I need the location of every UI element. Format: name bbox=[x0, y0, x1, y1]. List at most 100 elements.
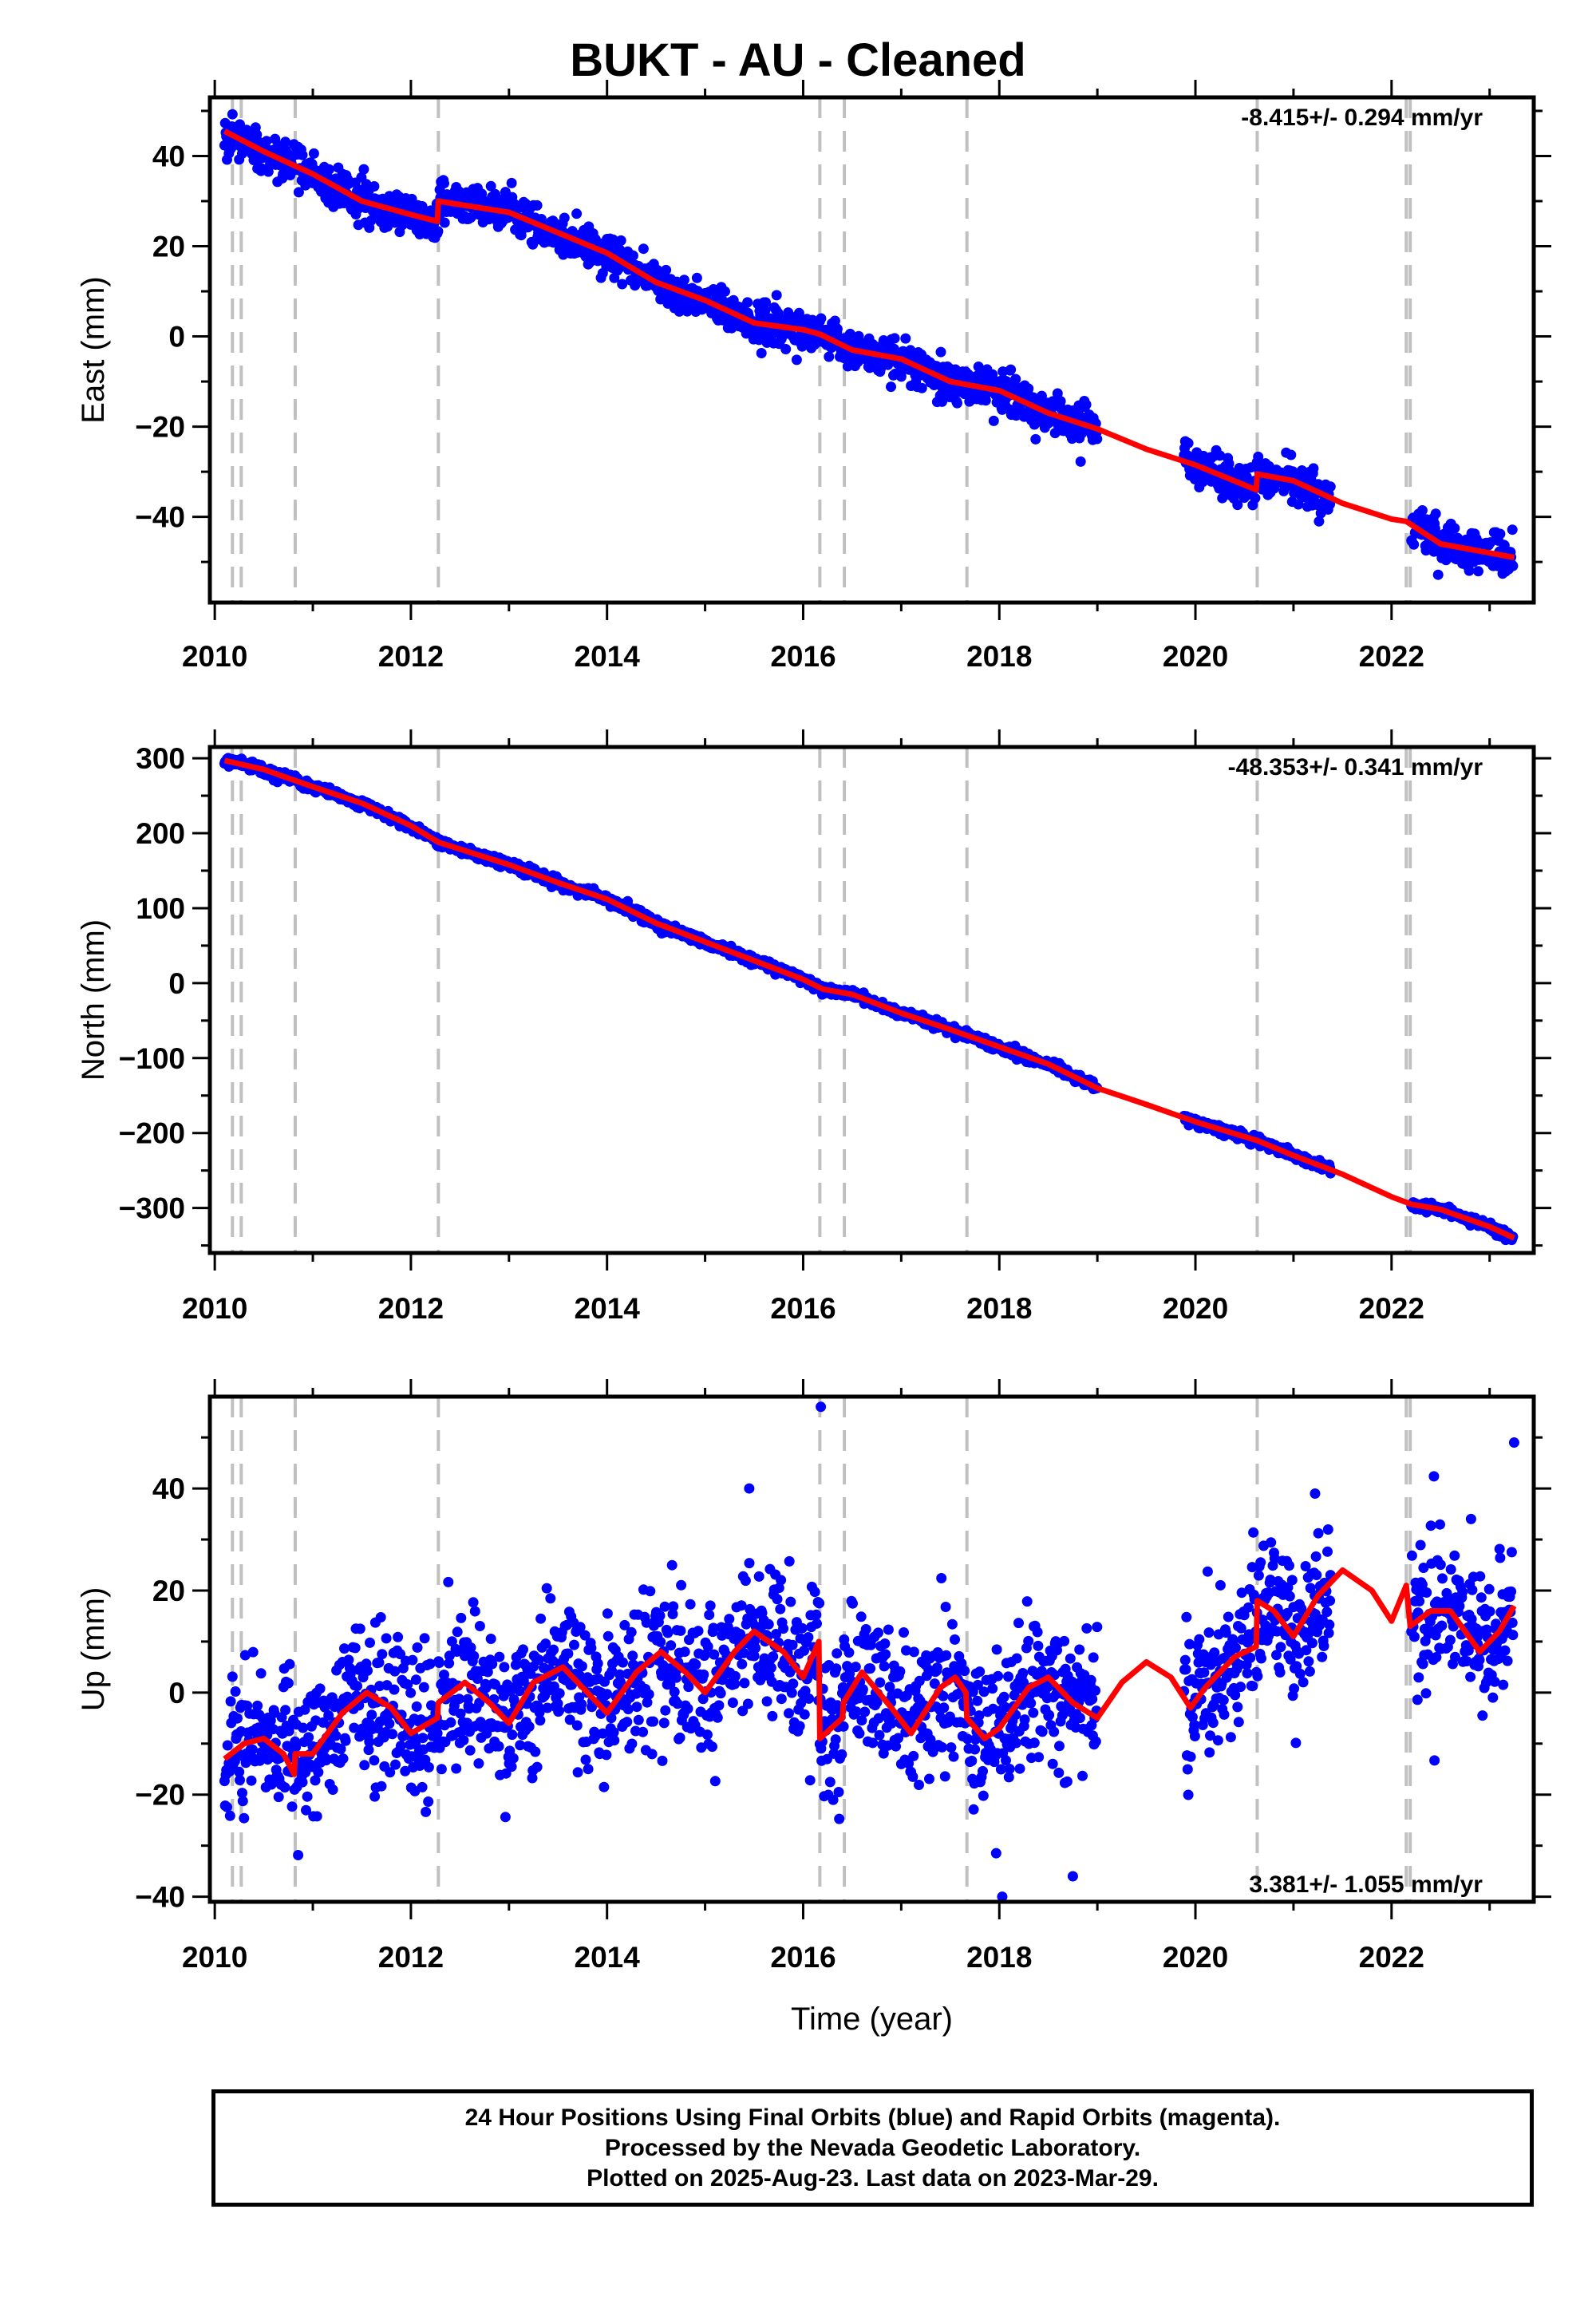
data-point bbox=[988, 415, 999, 426]
data-point bbox=[793, 307, 804, 318]
data-point bbox=[601, 1749, 612, 1761]
data-point bbox=[736, 1600, 747, 1611]
data-point bbox=[772, 1594, 783, 1605]
velocity-label: -8.415+/- 0.294 mm/yr bbox=[1241, 105, 1483, 131]
data-point bbox=[705, 1600, 716, 1611]
data-point bbox=[230, 1686, 241, 1697]
data-point bbox=[709, 1776, 721, 1787]
data-point bbox=[973, 362, 984, 372]
data-point bbox=[433, 226, 444, 237]
data-point bbox=[373, 1657, 385, 1668]
data-point bbox=[227, 1671, 238, 1682]
data-point bbox=[485, 180, 496, 192]
x-tick-label: 2020 bbox=[1163, 640, 1228, 673]
data-point bbox=[608, 1727, 619, 1738]
data-point bbox=[1010, 373, 1021, 385]
x-tick-label: 2014 bbox=[575, 640, 641, 673]
data-point bbox=[327, 1784, 338, 1795]
data-point bbox=[559, 212, 570, 223]
data-point bbox=[742, 297, 753, 308]
data-point bbox=[1232, 500, 1243, 511]
data-point bbox=[761, 1696, 772, 1707]
data-point bbox=[709, 1649, 720, 1660]
data-point bbox=[889, 333, 900, 344]
data-point bbox=[729, 1678, 741, 1690]
data-point bbox=[1308, 463, 1319, 474]
data-point bbox=[739, 1678, 750, 1689]
data-point bbox=[465, 1642, 476, 1653]
data-point bbox=[293, 187, 304, 198]
data-point bbox=[633, 1714, 644, 1725]
data-point bbox=[775, 1603, 786, 1614]
data-point bbox=[617, 279, 628, 290]
data-point bbox=[886, 381, 896, 393]
data-point bbox=[554, 1688, 565, 1699]
data-point bbox=[638, 1726, 649, 1737]
data-point bbox=[645, 1586, 656, 1597]
data-point bbox=[297, 1777, 308, 1788]
data-point bbox=[671, 1672, 681, 1683]
data-point bbox=[618, 1657, 628, 1668]
data-point bbox=[239, 1650, 251, 1661]
data-point bbox=[895, 1666, 906, 1677]
data-point bbox=[266, 1779, 277, 1790]
data-point bbox=[407, 1654, 418, 1666]
y-tick-label: 200 bbox=[136, 817, 185, 850]
data-point bbox=[423, 1796, 434, 1807]
data-point bbox=[776, 1694, 787, 1705]
data-point bbox=[506, 177, 517, 188]
data-point bbox=[622, 1704, 634, 1715]
data-point bbox=[642, 1697, 653, 1708]
data-point bbox=[358, 164, 369, 175]
data-point bbox=[875, 1677, 886, 1688]
data-point bbox=[627, 250, 638, 261]
data-point bbox=[753, 1571, 764, 1582]
data-point bbox=[263, 166, 274, 177]
data-point bbox=[514, 1686, 525, 1697]
data-point bbox=[533, 1654, 544, 1666]
data-point bbox=[375, 1612, 386, 1622]
data-point bbox=[749, 1650, 760, 1662]
x-tick-label: 2012 bbox=[378, 640, 444, 673]
data-point bbox=[796, 1622, 808, 1634]
data-point bbox=[828, 1794, 839, 1805]
data-point bbox=[737, 1658, 748, 1670]
data-point bbox=[247, 1744, 258, 1755]
y-tick-label: 20 bbox=[152, 231, 185, 263]
data-point bbox=[1036, 390, 1047, 401]
data-point bbox=[742, 1698, 753, 1709]
y-tick-label: −100 bbox=[119, 1042, 185, 1075]
plot-frame bbox=[207, 95, 1536, 605]
data-point bbox=[715, 1688, 726, 1699]
data-point bbox=[750, 1642, 761, 1654]
data-point bbox=[377, 1649, 388, 1660]
data-point bbox=[952, 397, 962, 409]
data-point bbox=[362, 1665, 373, 1676]
data-point bbox=[702, 1641, 713, 1652]
data-point bbox=[474, 1621, 485, 1631]
data-point bbox=[1416, 505, 1428, 516]
data-point bbox=[668, 1601, 679, 1612]
data-point bbox=[812, 1618, 822, 1629]
data-point bbox=[485, 1634, 496, 1644]
data-point bbox=[804, 1775, 816, 1786]
data-point bbox=[481, 1728, 492, 1739]
data-point bbox=[393, 1631, 404, 1642]
data-point bbox=[900, 333, 911, 344]
data-point bbox=[879, 1661, 890, 1672]
data-point bbox=[873, 1627, 883, 1638]
data-point bbox=[844, 1668, 855, 1679]
data-point bbox=[500, 1812, 511, 1823]
data-point bbox=[1075, 456, 1086, 467]
y-tick-label: 0 bbox=[168, 967, 185, 1000]
data-point bbox=[785, 1596, 796, 1607]
data-point bbox=[833, 1787, 844, 1797]
y-tick-label: −20 bbox=[135, 411, 185, 444]
data-point bbox=[576, 1698, 587, 1709]
data-point bbox=[727, 1697, 738, 1708]
data-point bbox=[482, 1666, 493, 1678]
data-point bbox=[735, 1629, 745, 1639]
north-panel: 2010 2012 2014 2016 2018 2020 2022−300−200−100… bbox=[76, 729, 1551, 1325]
data-point bbox=[602, 1608, 613, 1619]
data-point bbox=[667, 1609, 678, 1619]
